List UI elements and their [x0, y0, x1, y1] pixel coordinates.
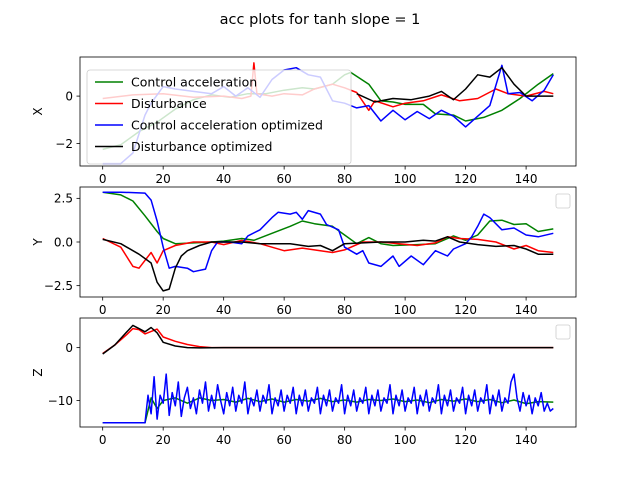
series-line-disturbance-optimized: [356, 66, 554, 103]
x-tick-label: 0: [99, 433, 107, 447]
legend-entry: Disturbance: [131, 96, 207, 111]
x-tick-label: 80: [337, 433, 352, 447]
x-tick-label: 140: [515, 433, 538, 447]
x-tick-label: 60: [277, 303, 292, 317]
series-group: [102, 324, 554, 424]
series-line-3: [102, 373, 554, 424]
legend-box: [555, 193, 571, 209]
series-line-2: [102, 236, 554, 269]
x-tick-label: 0: [99, 172, 107, 186]
x-tick-label: 40: [216, 303, 231, 317]
x-tick-label: 40: [216, 433, 231, 447]
legend-entry: Disturbance optimized: [131, 139, 272, 154]
y-axis-label: Z: [31, 368, 45, 376]
x-tick-label: 60: [277, 172, 292, 186]
x-tick-label: 120: [454, 172, 477, 186]
legend-box: [86, 69, 352, 165]
subplot-3: 0 20 40 60 80 100 120 140 0 −10 Z: [31, 317, 577, 447]
y-tick-label: −2: [55, 137, 73, 151]
axes-frame: [79, 186, 577, 298]
series-line-4: [102, 324, 554, 355]
figure-title: acc plots for tanh slope = 1: [220, 12, 421, 28]
y-tick-label: 0.0: [54, 235, 73, 249]
x-tick-label: 80: [337, 172, 352, 186]
x-tick-label: 20: [156, 303, 171, 317]
x-tick-label: 100: [394, 172, 417, 186]
series-line-1: [102, 191, 554, 247]
legend-entry: Control acceleration: [131, 75, 257, 90]
y-tick-label: −2.5: [44, 279, 73, 293]
x-tick-label: 60: [277, 433, 292, 447]
subplot-1: 0 20 40 60 80 100 120 140 0 −2 X Control accelerati…: [31, 56, 577, 186]
legend-box: [555, 324, 571, 340]
axes-frame: [79, 317, 577, 428]
series-line-2: [102, 327, 554, 355]
x-tick-label: 140: [515, 303, 538, 317]
series-line-3: [102, 191, 554, 273]
y-tick-label: 2.5: [54, 192, 73, 206]
y-axis-label: X: [31, 107, 45, 115]
subplot-2: 0 20 40 60 80 100 120 140 2.5 0.0 −2.5 Y: [31, 186, 577, 317]
y-axis-label: Y: [31, 238, 45, 247]
series-group: [102, 191, 554, 292]
y-tick-label: 0: [65, 341, 73, 355]
series-line-1: [102, 397, 554, 424]
x-tick-label: 80: [337, 303, 352, 317]
x-tick-label: 20: [156, 433, 171, 447]
series-line-4: [102, 236, 554, 292]
x-tick-label: 100: [394, 303, 417, 317]
x-tick-label: 100: [394, 433, 417, 447]
x-tick-label: 0: [99, 303, 107, 317]
x-tick-label: 120: [454, 303, 477, 317]
y-tick-label: −10: [48, 394, 73, 408]
x-tick-label: 140: [515, 172, 538, 186]
y-tick-label: 0: [65, 89, 73, 103]
axes-frame: [79, 56, 577, 167]
x-tick-label: 20: [156, 172, 171, 186]
legend-entry: Control acceleration optimized: [131, 118, 323, 133]
x-tick-label: 120: [454, 433, 477, 447]
axes-layer: 0 20 40 60 80 100 120 140 0 −2 X Control accelerati…: [31, 56, 577, 447]
x-tick-label: 40: [216, 172, 231, 186]
